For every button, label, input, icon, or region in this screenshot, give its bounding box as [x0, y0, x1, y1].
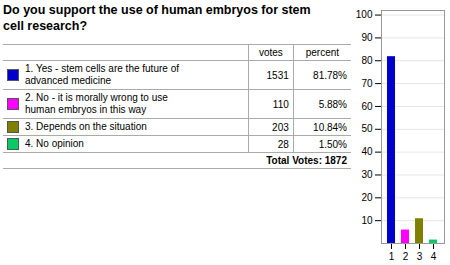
svg-text:80: 80	[361, 55, 373, 66]
svg-text:1: 1	[389, 251, 395, 262]
html-text:1. Yes - stem cells are the fu: 1. Yes - stem cells are the future of ad…	[25, 63, 179, 87]
html-text:1531: 1531	[266, 69, 289, 81]
svg-text:2: 2	[403, 251, 409, 262]
html-text:81.78%: 81.78%	[313, 69, 347, 81]
html-text:Do you support the use of huma: Do you support the use of human embryos …	[3, 3, 311, 33]
svg-text:30: 30	[361, 169, 373, 180]
html-text:3. Depends on the situation: 3. Depends on the situation	[25, 121, 147, 133]
html-text:10.84%: 10.84%	[313, 121, 347, 133]
html-text:4. No opinion: 4. No opinion	[25, 138, 84, 150]
svg-text:50: 50	[361, 123, 373, 134]
svg-text:90: 90	[361, 32, 373, 43]
svg-text:40: 40	[361, 146, 373, 157]
html-text:votes: votes	[258, 47, 283, 59]
svg-text:4: 4	[431, 251, 437, 262]
html-text:28: 28	[277, 138, 289, 150]
html-text:percent: percent	[305, 47, 340, 59]
html-text:1.50%: 1.50%	[318, 138, 347, 150]
svg-text:3: 3	[417, 251, 423, 262]
html-text:2. No - it is morally wrong to: 2. No - it is morally wrong to use human…	[25, 92, 168, 116]
html-text:Total Votes: 1872: Total Votes: 1872	[266, 155, 347, 167]
svg-text:10: 10	[361, 215, 373, 226]
svg-text:60: 60	[361, 101, 373, 112]
svg-text:70: 70	[361, 78, 373, 89]
html-text:203: 203	[272, 121, 289, 133]
svg-text:100: 100	[356, 9, 373, 20]
html-text:5.88%: 5.88%	[318, 98, 347, 110]
svg-text:20: 20	[361, 192, 373, 203]
html-text:110: 110	[272, 98, 289, 110]
